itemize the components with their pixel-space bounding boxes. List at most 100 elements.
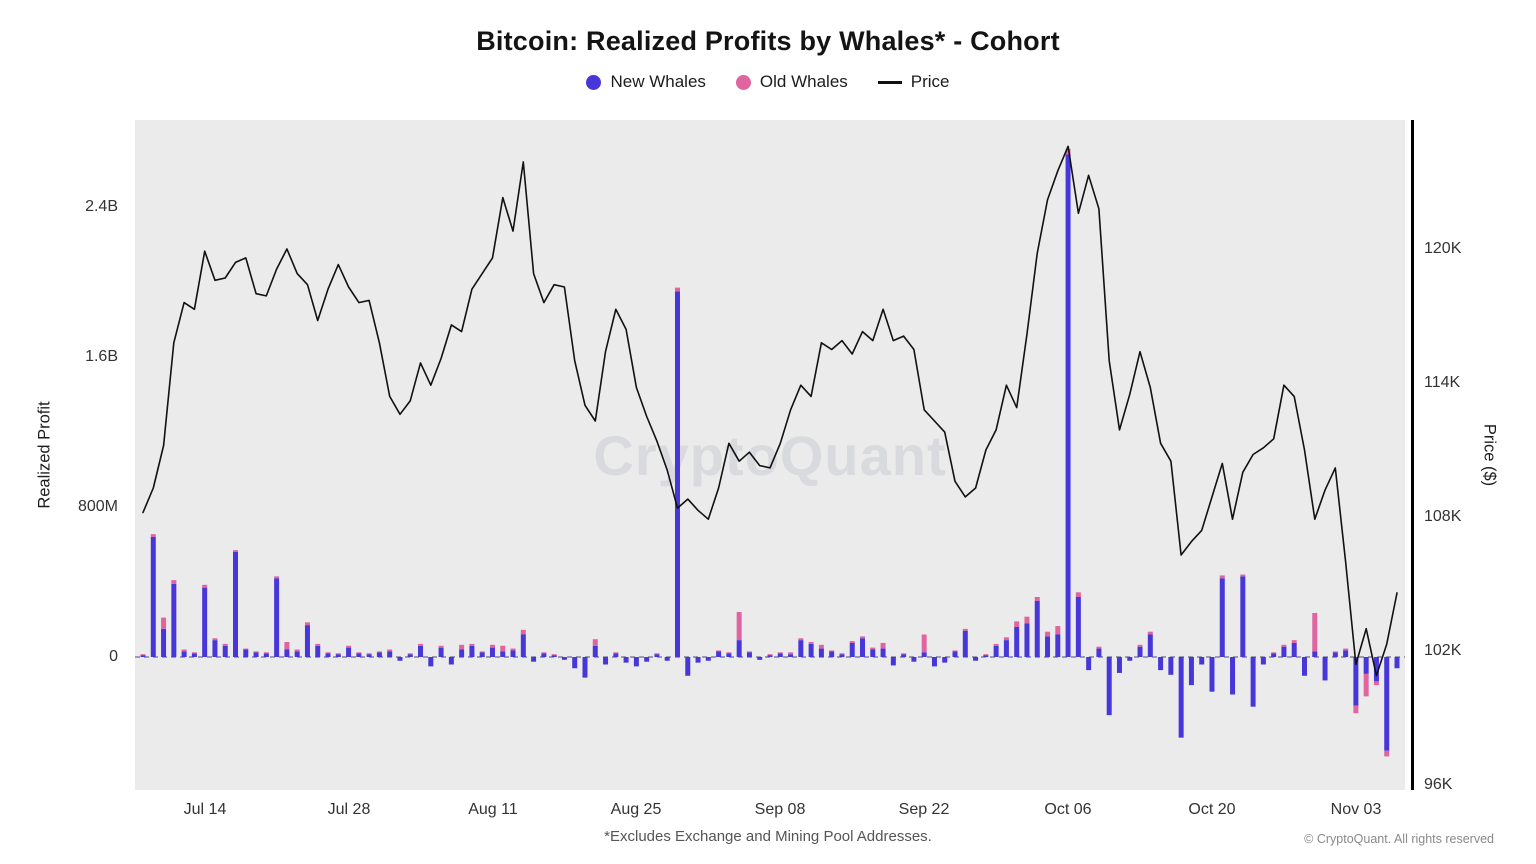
bar-old-whales [1137,644,1143,647]
bar-new-whales [860,638,866,657]
legend-item-old-whales[interactable]: Old Whales [735,72,848,92]
bar-old-whales [839,653,845,655]
bar-new-whales [448,657,454,665]
bar-old-whales [808,642,814,644]
bar-old-whales [1055,626,1061,635]
chart-canvas [135,145,1405,757]
bar-new-whales [777,653,783,657]
bar-old-whales [335,653,341,655]
bar-old-whales [736,612,742,641]
bar-new-whales [1322,657,1328,681]
bar-new-whales [1127,657,1133,661]
new-whales-dot-icon [586,74,602,90]
bar-new-whales [1086,657,1092,671]
bar-new-whales [603,657,609,665]
bar-old-whales [1003,637,1009,641]
bar-new-whales [880,648,886,657]
bar-new-whales [973,657,979,661]
bar-new-whales [1332,652,1338,657]
bar-new-whales [993,645,999,657]
legend-label-old-whales: Old Whales [759,72,848,91]
bar-old-whales [1291,640,1297,643]
bar-old-whales [294,649,300,652]
bar-old-whales [1363,673,1369,697]
bar-old-whales [829,650,835,652]
bar-old-whales [140,654,146,656]
bar-new-whales [150,537,156,657]
bar-new-whales [942,657,948,663]
bar-old-whales [510,648,516,651]
bar-old-whales [489,644,495,648]
bar-new-whales [304,625,310,657]
legend-item-price[interactable]: Price [877,72,950,92]
bar-old-whales [746,651,752,653]
bar-old-whales [962,628,968,631]
price-line-icon [877,80,902,84]
bar-old-whales [222,643,228,646]
bar-old-whales [253,651,259,653]
bar-new-whales [736,640,742,657]
bar-new-whales [1075,597,1081,657]
bar-new-whales [1014,627,1020,657]
bar-old-whales [654,653,660,655]
bar-old-whales [181,649,187,652]
bar-old-whales [438,645,444,648]
bar-old-whales [1034,597,1040,601]
bar-new-whales [489,647,495,657]
bar-old-whales [613,652,619,654]
bar-old-whales [315,643,321,646]
bar-new-whales [839,654,845,657]
x-axis-tick: Jul 28 [327,801,371,818]
bar-new-whales [952,651,958,657]
bar-new-whales [418,645,424,657]
bar-old-whales [870,647,876,650]
bar-new-whales [623,657,629,663]
price-line [142,145,1398,677]
bar-new-whales [1343,650,1349,657]
bar-old-whales [366,653,372,655]
bar-old-whales [788,652,794,655]
bar-new-whales [962,630,968,657]
bar-new-whales [243,649,249,657]
bar-old-whales [551,654,557,656]
right-axis-title: Price ($) [1480,423,1499,487]
bar-new-whales [500,651,506,657]
bar-new-whales [284,649,290,657]
legend-label-price: Price [910,72,950,91]
bar-new-whales [1363,657,1369,674]
bar-new-whales [1188,657,1194,686]
bar-old-whales [1045,631,1051,637]
bar-old-whales [500,645,506,652]
bar-new-whales [335,654,341,657]
bar-old-whales [243,648,249,650]
bar-new-whales [644,657,650,662]
legend-item-new-whales[interactable]: New Whales [586,72,706,92]
bar-old-whales [376,651,382,653]
bar-new-whales [202,587,208,657]
bar-new-whales [1209,657,1215,692]
bar-new-whales [366,654,372,657]
bar-new-whales [757,657,763,660]
bar-new-whales [705,657,711,661]
bar-old-whales [592,639,598,646]
bar-old-whales [1384,750,1390,757]
bar-new-whales [253,652,259,657]
bar-old-whales [418,643,424,646]
bar-old-whales [726,652,732,654]
bar-new-whales [1024,623,1030,657]
x-axis-tick: Aug 11 [468,801,518,818]
right-axis-tick: 120K [1424,240,1462,257]
bar-new-whales [263,653,269,657]
bar-new-whales [1271,653,1277,657]
right-axis-spine [1411,120,1414,790]
bars-old-whales [140,148,1390,757]
right-axis-tick: 114K [1424,374,1461,391]
x-axis-tick: Oct 06 [1044,801,1092,818]
bar-new-whales [387,651,393,657]
bar-new-whales [171,583,177,657]
bar-new-whales [1384,657,1390,751]
bar-old-whales [798,638,804,641]
bar-old-whales [1343,648,1349,651]
bar-old-whales [304,622,310,626]
bar-new-whales [1353,657,1359,706]
